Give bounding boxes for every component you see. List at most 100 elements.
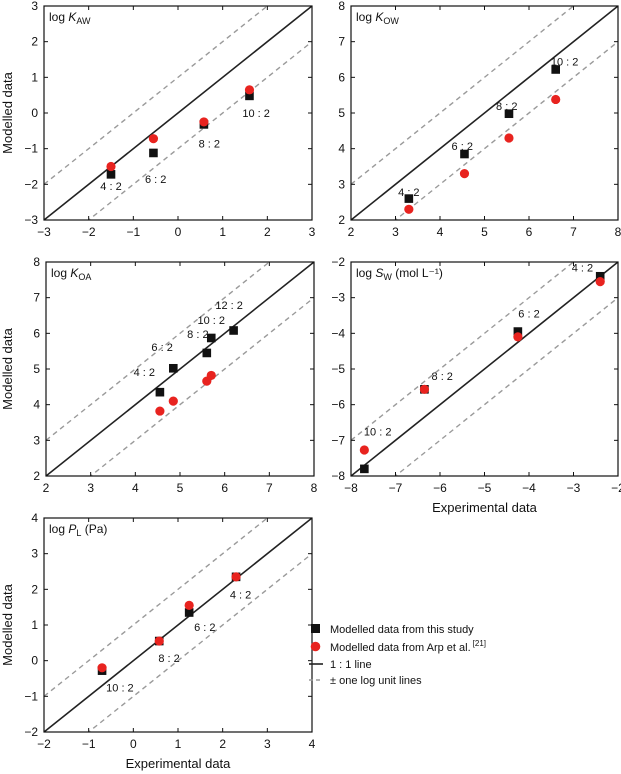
point-label: 10 : 2 <box>242 108 270 120</box>
x-tick-label: 8 <box>311 481 318 495</box>
legend-arp-label: Modelled data from Arp et al. [21] <box>330 639 486 654</box>
x-tick-label: 5 <box>481 225 488 239</box>
x-tick-label: −5 <box>478 481 492 495</box>
legend-study-marker <box>311 624 320 633</box>
y-tick-label: 3 <box>31 0 38 13</box>
study-point <box>551 65 560 74</box>
x-tick-label: 2 <box>264 225 271 239</box>
point-label: 4 : 2 <box>100 181 121 193</box>
y-tick-label: 3 <box>338 177 345 191</box>
panel-title: log SW (mol L⁻¹) <box>356 266 443 282</box>
study-point <box>169 363 178 373</box>
arp-point <box>551 94 561 105</box>
x-tick-label: 6 <box>221 481 228 495</box>
legend: Modelled data from this study Modelled d… <box>309 624 486 687</box>
x-tick-label: 0 <box>130 737 137 751</box>
one-to-one-line <box>46 262 314 476</box>
point-label: 8 : 2 <box>187 329 208 341</box>
one-to-one-line <box>351 6 618 220</box>
y-tick-label: −2 <box>24 177 38 191</box>
study-point <box>184 608 194 617</box>
x-tick-label: −6 <box>433 481 447 495</box>
arp-point <box>359 445 369 455</box>
x-tick-label: −4 <box>522 481 536 495</box>
panel-title-subscript: AW <box>76 16 91 26</box>
data-points <box>106 85 255 179</box>
y-tick-label: −2 <box>331 255 345 269</box>
upper-one-log-unit-line <box>351 6 575 185</box>
panel-kow: 2 3 4 5 6 7 8 2 3 4 5 6 7 8 log KOW 4 : 2 6 : 2 8 : 2 10 :… <box>338 0 621 239</box>
x-tick-label: 8 <box>615 225 621 239</box>
x-tick-label: −1 <box>82 737 96 751</box>
arp-point <box>168 396 178 406</box>
point-label: 4 : 2 <box>134 367 155 379</box>
y-tick-label: 1 <box>31 70 38 84</box>
study-point <box>229 326 238 335</box>
x-tick-label: −3 <box>567 481 581 495</box>
x-tick-label: −2 <box>37 737 51 751</box>
x-tick-label: 1 <box>175 737 182 751</box>
legend-study-label: Modelled data from this study <box>330 624 474 636</box>
study-point <box>404 194 414 203</box>
point-label: 8 : 2 <box>432 371 453 383</box>
point-label: 6 : 2 <box>452 141 473 153</box>
x-tick-label: 3 <box>309 225 316 239</box>
point-label: 8 : 2 <box>158 653 179 665</box>
y-tick-label: −7 <box>331 433 345 447</box>
x-axis-label: Experimental data <box>126 756 232 771</box>
upper-one-log-unit-line <box>46 262 271 441</box>
study-point <box>202 348 212 358</box>
y-tick-label: 0 <box>31 654 38 668</box>
legend-arp-marker <box>310 641 321 652</box>
y-tick-label: 7 <box>33 291 40 305</box>
arp-point <box>148 134 159 144</box>
study-point <box>149 148 158 158</box>
x-tick-label: 4 <box>437 225 444 239</box>
x-tick-label: 4 <box>309 737 316 751</box>
y-tick-label: −3 <box>331 291 345 305</box>
y-tick-label: 0 <box>31 106 38 120</box>
y-tick-label: 2 <box>338 213 345 227</box>
y-axis-label: Modelled data <box>0 327 15 409</box>
reference-lines <box>351 6 618 220</box>
panel-title-subscript: W <box>383 272 392 282</box>
data-points <box>97 572 241 675</box>
y-tick-label: 2 <box>31 35 38 49</box>
lower-one-log-unit-line <box>394 297 618 476</box>
y-axis-label: Modelled data <box>0 583 15 665</box>
panel-koa: 2 3 4 5 6 7 8 2 3 4 5 6 7 8 log KOA 4 : 2 6 : 2 8 : 2 10 :… <box>0 255 318 495</box>
panel-title-symbol: K <box>68 10 77 24</box>
panel-title-symbol: K <box>70 266 79 280</box>
x-tick-label: −1 <box>126 225 140 239</box>
study-point <box>595 271 605 281</box>
y-tick-label: −4 <box>331 326 345 340</box>
x-tick-label: 1 <box>219 225 226 239</box>
panel-sw: −8 −7 −6 −5 −4 −3 −2 −8 −7 −6 −5 −4 −3 −2 log SW (mol … <box>331 255 621 515</box>
study-point <box>460 149 469 159</box>
point-label: 6 : 2 <box>194 622 215 634</box>
point-label: 4 : 2 <box>230 590 251 602</box>
y-tick-label: 4 <box>31 511 38 525</box>
point-label: 10 : 2 <box>551 56 579 68</box>
arp-point <box>404 204 414 214</box>
study-point <box>245 91 254 101</box>
panel-title: log KAW <box>49 10 91 26</box>
panel-title-suffix: (Pa) <box>81 522 107 536</box>
arp-point <box>459 169 470 179</box>
y-tick-label: 4 <box>33 398 40 412</box>
y-tick-label: 8 <box>33 255 40 269</box>
point-label: 8 : 2 <box>199 138 220 150</box>
x-tick-label: −3 <box>37 225 51 239</box>
one-to-one-line <box>44 518 312 732</box>
y-tick-label: 5 <box>338 106 345 120</box>
point-label: 8 : 2 <box>496 101 517 113</box>
arp-point <box>154 636 164 646</box>
y-tick-label: −3 <box>24 213 38 227</box>
arp-point <box>504 133 514 143</box>
y-tick-label: −1 <box>24 689 38 703</box>
point-label: 6 : 2 <box>151 342 172 354</box>
x-tick-label: 3 <box>392 225 399 239</box>
reference-lines <box>44 518 312 732</box>
lower-one-log-unit-line <box>87 41 312 220</box>
